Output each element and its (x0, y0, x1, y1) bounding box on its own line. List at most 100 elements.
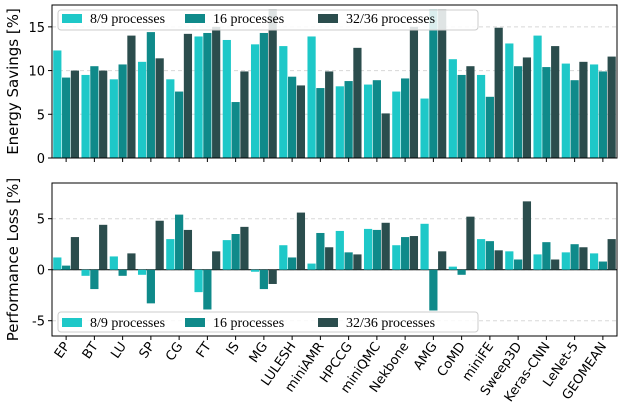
bar-MG-series-0 (250, 44, 260, 158)
bar-miniFE-series-0 (476, 239, 486, 270)
bar-CG-series-1 (175, 214, 184, 270)
bar-CoMD-series-1 (457, 269, 466, 275)
bar-AMG-series-2 (438, 9, 447, 158)
bar-HPCCG-series-0 (335, 230, 344, 270)
bar-miniAMR-series-1 (316, 232, 325, 270)
bar-miniAMR-series-2 (325, 247, 334, 270)
bar-BT-series-0 (81, 74, 90, 158)
energy-bars (53, 9, 616, 162)
energy-y-axis-label: Energy Savings [%] (4, 8, 22, 155)
bar-SP-series-2 (155, 220, 164, 270)
bar-HPCCG-series-0 (335, 86, 344, 158)
bar-SP-series-0 (137, 61, 147, 159)
bar-miniQMC-series-0 (363, 84, 373, 158)
bar-CoMD-series-2 (466, 216, 475, 270)
bar-LU-series-0 (109, 79, 118, 158)
bar-MG-series-2 (268, 9, 277, 158)
bar-LeNet-5-series-2 (579, 247, 588, 270)
perf-plot-frame (51, 182, 618, 337)
bar-CoMD-series-0 (448, 266, 457, 270)
bar-MG-series-1 (259, 32, 268, 158)
bar-CG-series-0 (166, 79, 175, 158)
bar-LU-series-1 (118, 269, 127, 276)
bar-LU-series-2 (127, 253, 136, 270)
bar-miniFE-series-1 (485, 241, 494, 270)
bar-EP-series-1 (62, 77, 71, 158)
bar-miniQMC-series-1 (372, 80, 381, 158)
bar-FT-series-0 (194, 36, 203, 158)
bar-IS-series-0 (222, 240, 231, 270)
legend-swatch (62, 14, 82, 23)
bar-BT-series-0 (81, 269, 90, 276)
bar-AMG-series-1 (429, 269, 438, 311)
bar-Sweep3D-series-1 (514, 259, 523, 270)
bar-Keras-CNN-series-2 (551, 259, 560, 270)
y-tick-label: 15 (28, 21, 45, 36)
legend-swatch (318, 318, 338, 327)
bar-miniAMR-series-2 (325, 71, 334, 158)
bar-LeNet-5-series-2 (579, 61, 588, 159)
bar-SP-series-2 (155, 58, 164, 158)
legend-swatch (185, 318, 205, 327)
bar-HPCCG-series-1 (344, 252, 353, 270)
bar-GEOMEAN-series-1 (598, 71, 607, 158)
bar-LeNet-5-series-0 (561, 252, 570, 270)
y-tick-label: -5 (32, 315, 45, 330)
bar-IS-series-1 (231, 102, 240, 158)
bar-LULESH-series-1 (288, 76, 297, 158)
bar-CG-series-1 (175, 91, 184, 158)
bar-Nekbone-series-2 (409, 236, 419, 270)
perf-legend: 8/9 processes 16 processes 32/36 processes (57, 311, 479, 333)
bar-miniFE-series-2 (494, 250, 503, 270)
bar-AMG-series-0 (420, 98, 429, 158)
bar-SP-series-1 (146, 32, 155, 158)
bar-miniQMC-series-2 (381, 222, 390, 270)
energy-y-ticks: 0 5 10 15 (28, 21, 52, 167)
bar-GEOMEAN-series-0 (589, 253, 599, 270)
bar-GEOMEAN-series-1 (598, 261, 607, 270)
bar-miniFE-series-0 (476, 74, 486, 158)
bar-EP-series-2 (70, 237, 80, 270)
perf-y-axis-label: Performance Loss [%] (4, 178, 22, 341)
legend-label: 32/36 processes (346, 316, 435, 331)
bar-GEOMEAN-series-2 (607, 239, 616, 270)
bar-FT-series-1 (203, 32, 212, 158)
bar-miniAMR-series-0 (307, 36, 316, 158)
bar-miniAMR-series-1 (316, 88, 325, 158)
legend-label: 16 processes (213, 12, 284, 27)
bar-HPCCG-series-1 (344, 81, 353, 158)
bar-BT-series-2 (99, 224, 108, 270)
bar-Keras-CNN-series-0 (533, 254, 542, 270)
bar-LULESH-series-1 (288, 257, 297, 270)
bar-IS-series-1 (231, 234, 240, 270)
bar-FT-series-2 (212, 26, 221, 158)
bar-MG-series-0 (250, 269, 260, 272)
bar-LeNet-5-series-0 (561, 63, 570, 158)
bar-Keras-CNN-series-1 (542, 242, 551, 270)
bar-Nekbone-series-0 (392, 91, 401, 158)
y-tick-label: 0 (37, 264, 45, 279)
legend-box (57, 9, 479, 31)
bar-CG-series-2 (183, 33, 193, 159)
bar-MG-series-1 (259, 269, 268, 290)
bar-LU-series-2 (127, 35, 136, 158)
energy-plot-frame (51, 4, 618, 159)
bar-LULESH-series-2 (296, 85, 306, 158)
bar-Keras-CNN-series-1 (542, 67, 551, 158)
bar-Sweep3D-series-0 (505, 43, 514, 159)
bar-Keras-CNN-series-2 (551, 46, 560, 158)
bar-LULESH-series-2 (296, 212, 306, 270)
bar-CoMD-series-2 (466, 66, 475, 158)
bar-Nekbone-series-1 (401, 237, 410, 270)
y-tick-label: 10 (28, 65, 45, 80)
legend-label: 32/36 processes (346, 12, 435, 27)
bar-BT-series-1 (90, 66, 99, 158)
bar-BT-series-1 (90, 269, 99, 290)
bar-CG-series-0 (166, 239, 175, 270)
bar-LU-series-1 (118, 64, 127, 158)
bar-LeNet-5-series-1 (570, 80, 579, 158)
bar-Sweep3D-series-2 (522, 57, 532, 159)
bar-Nekbone-series-2 (409, 26, 419, 158)
bar-IS-series-2 (240, 226, 249, 270)
